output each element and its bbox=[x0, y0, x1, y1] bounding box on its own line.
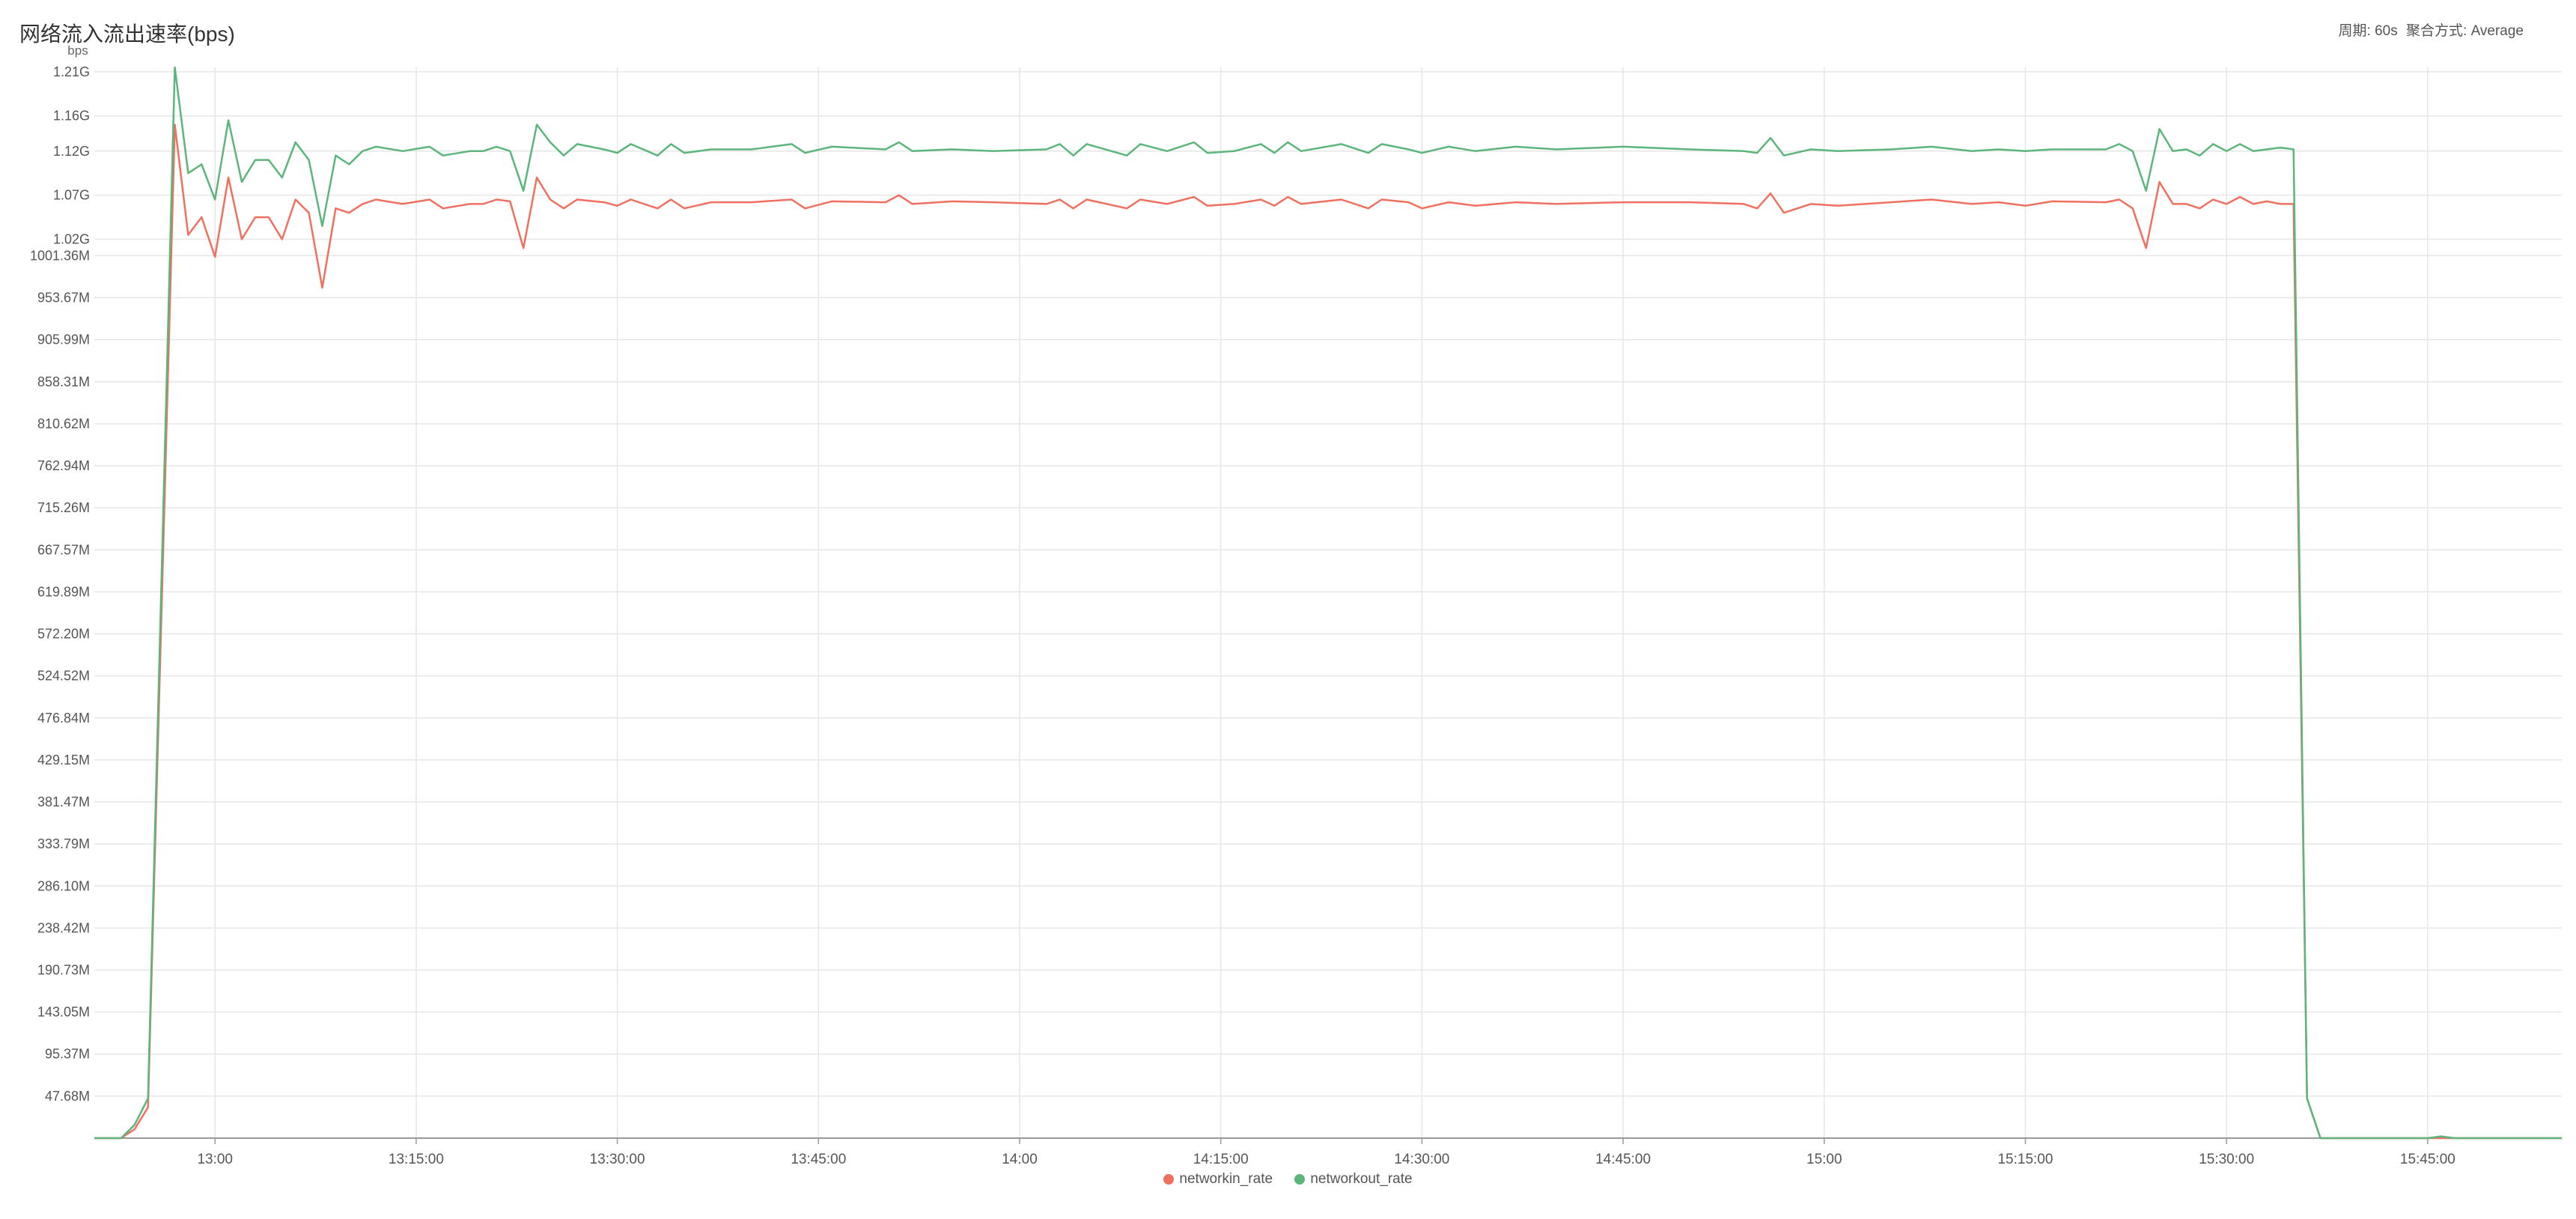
series-line-networkout_rate bbox=[94, 66, 2562, 1140]
x-tick-label: 14:15:00 bbox=[1193, 1152, 1249, 1167]
x-tick-label: 14:30:00 bbox=[1394, 1152, 1449, 1167]
grid bbox=[94, 67, 2562, 1138]
x-tick-label: 13:00 bbox=[197, 1152, 233, 1167]
y-tick-label: 953.67M bbox=[37, 291, 90, 305]
y-tick-label: 1.16G bbox=[53, 109, 90, 124]
y-tick-label: 1.07G bbox=[53, 188, 90, 203]
chart-title: 网络流入流出速率(bps) bbox=[19, 22, 235, 46]
y-tick-label: 810.62M bbox=[37, 416, 90, 431]
y-tick-label: 572.20M bbox=[37, 627, 90, 642]
x-tick-label: 15:45:00 bbox=[2400, 1152, 2455, 1167]
x-tick-label: 15:30:00 bbox=[2199, 1152, 2254, 1167]
y-tick-label: 190.73M bbox=[37, 963, 90, 978]
axes: 47.68M 95.37M 143.05M 190.73M 238.42M 286.10M… bbox=[30, 43, 2562, 1167]
y-tick-label: 286.10M bbox=[37, 878, 90, 893]
y-tick-label: 905.99M bbox=[37, 332, 90, 347]
y-tick-label: 381.47M bbox=[37, 794, 90, 809]
y-axis-unit-label: bps bbox=[67, 43, 88, 58]
y-tick-label: 619.89M bbox=[37, 584, 90, 599]
x-tick-label: 15:00 bbox=[1806, 1152, 1842, 1167]
y-tick-label: 715.26M bbox=[37, 500, 90, 515]
x-tick-label: 14:45:00 bbox=[1595, 1152, 1651, 1167]
series-line-networkin_rate bbox=[94, 124, 2562, 1140]
x-tick-label: 13:15:00 bbox=[389, 1152, 444, 1167]
x-tick-label: 14:00 bbox=[1002, 1152, 1038, 1167]
aggregation-label: 聚合方式: Average bbox=[2406, 23, 2524, 39]
y-tick-label: 667.57M bbox=[37, 542, 90, 557]
legend-dot-icon bbox=[1163, 1174, 1175, 1185]
y-tick-label: 95.37M bbox=[45, 1047, 90, 1062]
legend: networkin_rate networkout_rate bbox=[0, 1171, 2576, 1189]
chart-meta: 周期: 60s 聚合方式: Average bbox=[2334, 19, 2524, 40]
legend-item-networkout[interactable]: networkout_rate bbox=[1294, 1171, 1413, 1188]
y-tick-label: 143.05M bbox=[37, 1005, 90, 1020]
y-tick-label: 1001.36M bbox=[30, 248, 90, 263]
y-tick-label: 47.68M bbox=[45, 1089, 90, 1104]
legend-dot-icon bbox=[1294, 1174, 1306, 1185]
y-tick-label: 238.42M bbox=[37, 920, 90, 935]
x-tick-label: 13:45:00 bbox=[791, 1152, 846, 1167]
y-tick-label: 1.21G bbox=[53, 64, 90, 79]
y-tick-label: 762.94M bbox=[37, 458, 90, 473]
y-tick-label: 1.12G bbox=[53, 144, 90, 159]
y-tick-label: 333.79M bbox=[37, 836, 90, 851]
x-tick-label: 13:30:00 bbox=[590, 1152, 645, 1167]
legend-item-networkin[interactable]: networkin_rate bbox=[1163, 1171, 1273, 1188]
legend-label: networkin_rate bbox=[1179, 1171, 1273, 1187]
period-label: 周期: 60s bbox=[2338, 23, 2398, 39]
y-tick-label: 858.31M bbox=[37, 374, 90, 389]
series-layer bbox=[94, 66, 2562, 1140]
y-tick-label: 429.15M bbox=[37, 753, 90, 767]
y-tick-label: 476.84M bbox=[37, 711, 90, 726]
x-tick-label: 15:15:00 bbox=[1997, 1152, 2053, 1167]
legend-label: networkout_rate bbox=[1310, 1171, 1413, 1187]
y-tick-label: 1.02G bbox=[53, 232, 90, 247]
y-tick-label: 524.52M bbox=[37, 669, 90, 684]
